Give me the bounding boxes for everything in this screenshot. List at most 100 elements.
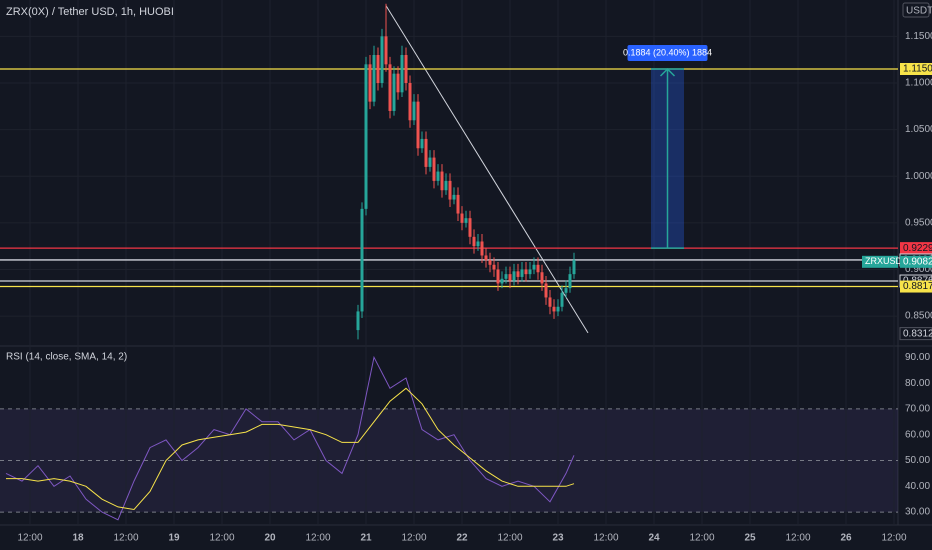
x-tick-label: 12:00	[113, 533, 138, 544]
candle-body	[448, 180, 452, 200]
x-tick-label: 12:00	[497, 533, 522, 544]
candle-body	[428, 157, 432, 167]
candle-body	[464, 218, 468, 223]
candle-body	[560, 292, 564, 307]
candle-body	[376, 55, 380, 83]
axis-tag	[899, 327, 932, 341]
x-tick-label: 21	[360, 533, 372, 544]
x-tick-label: 12:00	[305, 533, 330, 544]
x-tick-label: 12:00	[785, 533, 810, 544]
y-tick-label: 60.00	[905, 429, 930, 440]
candle-body	[460, 213, 464, 223]
candle-body	[444, 180, 448, 191]
y-tick-label: 40.00	[905, 481, 930, 492]
candle-body	[476, 241, 480, 247]
x-tick-label: 12:00	[401, 533, 426, 544]
candle-body	[364, 64, 368, 209]
candle-body	[556, 306, 560, 312]
candle-body	[548, 297, 552, 307]
candle-body	[416, 101, 420, 149]
currency-label: USDT	[906, 6, 932, 17]
measure-label: 0.1884 (20.40%) 1884	[623, 47, 712, 57]
x-tick-label: 18	[72, 533, 84, 544]
candle-body	[372, 55, 376, 102]
currency-box	[902, 2, 930, 18]
level-tag	[900, 63, 932, 75]
candle-body	[552, 306, 556, 312]
candle-body	[396, 73, 400, 93]
x-tick-label: 12:00	[689, 533, 714, 544]
candle-body	[540, 272, 544, 284]
candle-body	[356, 311, 360, 331]
candle-body	[412, 101, 416, 121]
rsi-line	[5, 355, 575, 521]
candle-body	[400, 55, 404, 93]
x-tick-label: 12:00	[593, 533, 618, 544]
candle-body	[528, 269, 532, 275]
measure-label-box	[627, 45, 708, 61]
y-tick-label: 1.1000	[905, 78, 932, 89]
x-tick-label: 12:00	[17, 533, 42, 544]
y-tick-label: 70.00	[905, 404, 930, 415]
candle-body	[492, 264, 496, 270]
chart-title: ZRX(0X) / Tether USD, 1h, HUOBI	[6, 6, 174, 18]
x-tick-label: 12:00	[209, 533, 234, 544]
candle-body	[544, 283, 548, 298]
x-tick-label: 22	[456, 533, 468, 544]
candle-body	[452, 194, 456, 200]
x-tick-label: 19	[168, 533, 180, 544]
candle-body	[508, 274, 512, 281]
last-price-name-tag	[862, 255, 898, 268]
candle-body	[532, 264, 536, 270]
level-label: 1.1150	[903, 64, 932, 75]
candle-body	[512, 271, 516, 281]
candle-body	[500, 278, 504, 284]
candle-body	[388, 64, 392, 111]
candle-body	[488, 260, 492, 265]
candle-body	[564, 288, 568, 293]
candle-body	[392, 73, 396, 111]
candle-body	[408, 82, 412, 121]
candle-body	[480, 241, 484, 256]
candle-body	[484, 255, 488, 261]
x-tick-label: 24	[648, 533, 660, 544]
axis-tag-label: 0.8312	[903, 328, 932, 339]
candle-body	[520, 269, 524, 277]
candle-body	[568, 274, 572, 289]
candle-body	[468, 218, 472, 237]
candle-body	[368, 64, 372, 102]
candle-body	[504, 274, 508, 279]
candle-body	[432, 157, 436, 181]
y-tick-label: 1.0500	[905, 124, 932, 135]
x-tick-label: 25	[744, 533, 756, 544]
y-tick-label: 1.0000	[905, 171, 932, 182]
candle-body	[380, 36, 384, 83]
candle-body	[456, 194, 460, 214]
candle-body	[420, 138, 424, 149]
pane-title: RSI (14, close, SMA, 14, 2)	[6, 352, 127, 363]
trend-line	[385, 5, 589, 334]
candle-body	[384, 36, 388, 65]
x-tick-label: 20	[264, 533, 276, 544]
level-label: 0.9229	[903, 243, 932, 254]
candle-body	[572, 260, 576, 275]
candle-body	[516, 271, 520, 277]
candle-body	[472, 236, 476, 247]
x-tick-label: 23	[552, 533, 564, 544]
x-tick-label: 12:00	[881, 533, 906, 544]
last-price-name: ZRXUSDT	[865, 256, 908, 266]
level-tag	[900, 242, 932, 255]
candle-body	[440, 171, 444, 191]
candle-body	[436, 171, 440, 181]
y-tick-label: 90.00	[905, 352, 930, 363]
candle-body	[524, 269, 528, 275]
candle-body	[496, 269, 500, 284]
candle-body	[424, 138, 428, 167]
rsi-line	[6, 387, 575, 511]
x-tick-label: 26	[840, 533, 852, 544]
